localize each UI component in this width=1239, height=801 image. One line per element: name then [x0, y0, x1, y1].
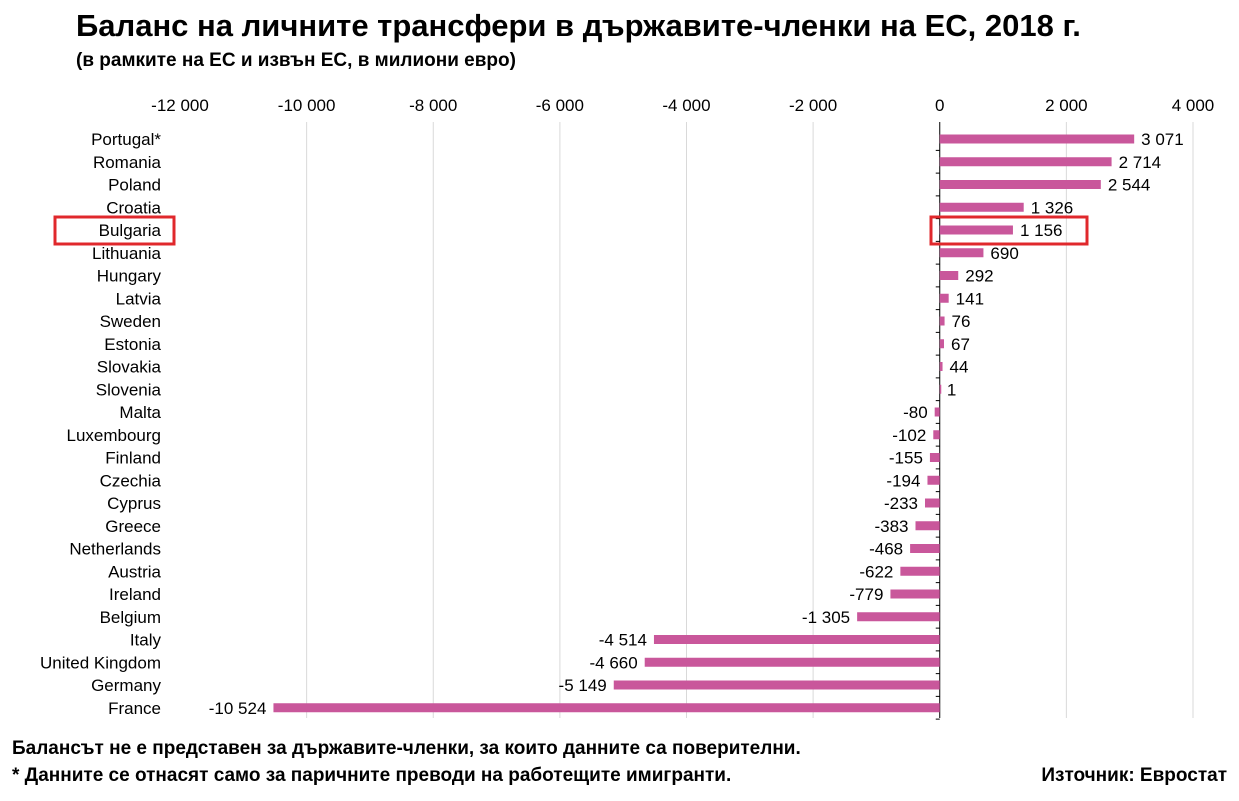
category-label: Bulgaria: [99, 221, 162, 240]
bar: [927, 475, 940, 485]
bar: [939, 316, 945, 326]
bar-chart: -12 000 -10 000 -8 000 -6 000 -4 000 -2 000 0 2…: [40, 96, 1215, 720]
bar: [939, 134, 1135, 144]
category-label: United Kingdom: [40, 653, 161, 672]
category-label: Luxembourg: [66, 426, 161, 445]
bar: [939, 271, 959, 280]
category-label: Slovakia: [97, 358, 162, 377]
bar: [933, 430, 940, 440]
data-label: -4 514: [599, 631, 647, 650]
data-label: -10 524: [209, 699, 267, 718]
data-label: -4 660: [590, 653, 638, 672]
data-label: -233: [884, 494, 918, 513]
category-label: Poland: [108, 176, 161, 195]
data-label: -102: [892, 426, 926, 445]
x-tick-label: -4 000: [662, 96, 710, 115]
bar: [939, 225, 1013, 235]
x-tick-label: -2 000: [789, 96, 837, 115]
bar: [890, 589, 940, 599]
bar: [613, 680, 940, 690]
data-label: 3 071: [1141, 130, 1184, 149]
category-label: Czechia: [100, 471, 162, 490]
data-label: 67: [951, 335, 970, 354]
data-label: -80: [903, 403, 928, 422]
category-label: Romania: [93, 153, 162, 172]
category-label: Lithuania: [92, 244, 162, 263]
data-label: 2 544: [1108, 176, 1151, 195]
data-label: -468: [869, 540, 903, 559]
bar: [900, 566, 940, 576]
bar: [934, 407, 940, 417]
category-label: Austria: [108, 562, 161, 581]
x-tick-label: 4 000: [1172, 96, 1215, 115]
bar: [915, 521, 940, 531]
data-label: -194: [886, 471, 920, 490]
bar: [939, 384, 942, 394]
category-label: Malta: [119, 403, 161, 422]
x-tick-label: -12 000: [151, 96, 209, 115]
data-label: 44: [950, 358, 969, 377]
category-label: Greece: [105, 517, 161, 536]
chart-subtitle: (в рамките на ЕС и извън ЕС, в милиони е…: [76, 50, 516, 71]
category-label: Portugal*: [91, 130, 161, 149]
source-label: Източник: Евростат: [1041, 765, 1227, 786]
bar: [857, 612, 940, 622]
data-label: 76: [952, 312, 971, 331]
data-label: -5 149: [559, 676, 607, 695]
category-label: Netherlands: [69, 540, 161, 559]
category-label: Finland: [105, 449, 161, 468]
data-label: -1 305: [802, 608, 850, 627]
bar: [924, 498, 940, 508]
category-label: Estonia: [104, 335, 161, 354]
data-label: 690: [990, 244, 1018, 263]
data-label: 292: [965, 267, 993, 286]
category-label: Hungary: [97, 267, 162, 286]
category-label: Italy: [130, 631, 162, 650]
highlight-box-bar: [929, 215, 1089, 246]
data-label: 141: [956, 289, 984, 308]
data-label: -779: [849, 585, 883, 604]
chart-title: Баланс на личните трансфери в държавите-…: [76, 8, 1081, 43]
category-label: Sweden: [100, 312, 161, 331]
data-label: 2 714: [1119, 153, 1162, 172]
bar: [929, 453, 940, 462]
category-label: Ireland: [109, 585, 161, 604]
category-label: Cyprus: [107, 494, 161, 513]
x-tick-label: -6 000: [536, 96, 584, 115]
bar: [910, 544, 940, 553]
data-label: 1 326: [1031, 198, 1074, 217]
category-label: Germany: [91, 676, 161, 695]
bar: [939, 202, 1024, 212]
category-label: France: [108, 699, 161, 718]
data-label: 1: [947, 380, 956, 399]
bar: [939, 157, 1112, 167]
bar: [644, 657, 940, 667]
x-tick-label: 0: [935, 96, 944, 115]
footnote-portugal: * Данните се отнасят само за паричните п…: [12, 765, 732, 786]
footnote-confidential: Балансът не е представен за държавите-чл…: [12, 738, 801, 759]
x-tick-label: -8 000: [409, 96, 457, 115]
bar: [939, 293, 949, 303]
bar: [273, 703, 940, 713]
bar: [939, 362, 943, 371]
category-label: Belgium: [100, 608, 161, 627]
category-label: Croatia: [106, 198, 161, 217]
bar: [939, 180, 1101, 189]
x-tick-label: 2 000: [1045, 96, 1088, 115]
data-label: 1 156: [1020, 221, 1063, 240]
category-label: Latvia: [116, 289, 162, 308]
bar: [653, 635, 940, 644]
bar: [939, 339, 944, 349]
bar: [939, 248, 984, 258]
x-tick-label: -10 000: [278, 96, 336, 115]
category-label: Slovenia: [96, 380, 162, 399]
data-label: -622: [859, 562, 893, 581]
data-label: -383: [874, 517, 908, 536]
data-label: -155: [889, 449, 923, 468]
highlight-box-label: [53, 215, 176, 246]
